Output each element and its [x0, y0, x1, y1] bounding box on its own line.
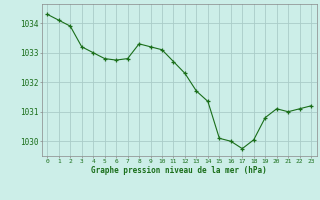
X-axis label: Graphe pression niveau de la mer (hPa): Graphe pression niveau de la mer (hPa)	[91, 166, 267, 175]
